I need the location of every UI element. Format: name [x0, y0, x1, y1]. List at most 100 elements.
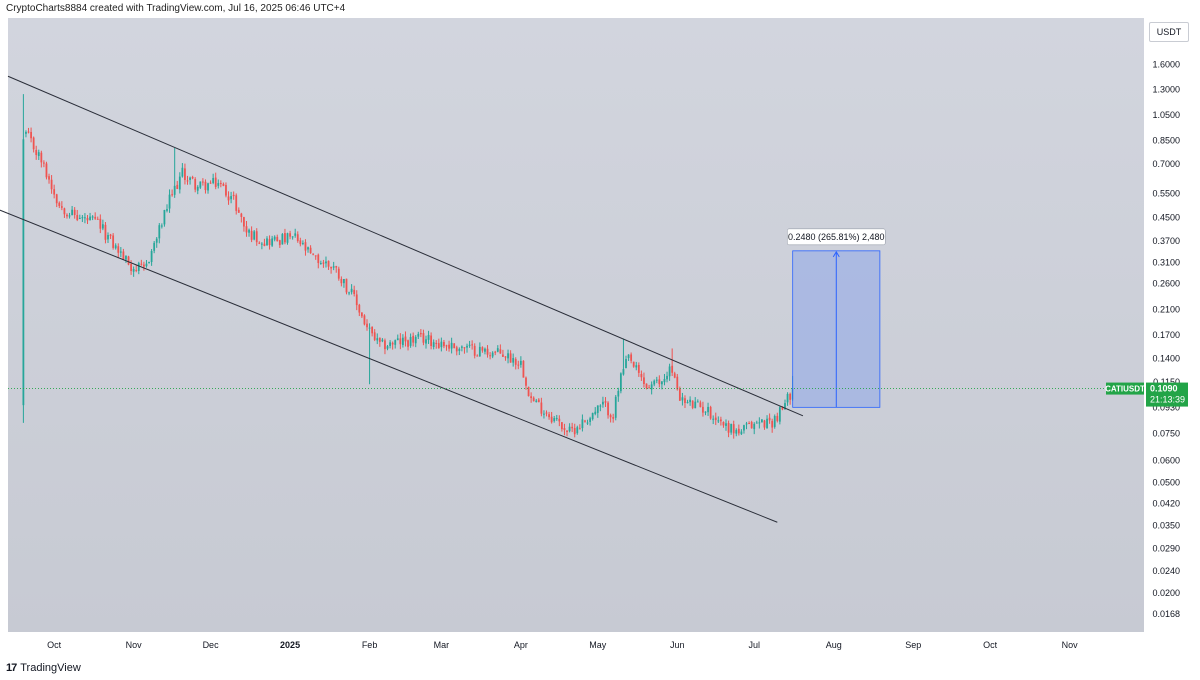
- tradingview-logo[interactable]: 17 TradingView: [6, 660, 81, 676]
- tradingview-logo-icon: 17: [6, 662, 17, 674]
- candle-body: [502, 354, 504, 357]
- x-tick-label: 2025: [280, 640, 300, 650]
- candle-body: [25, 131, 27, 134]
- candle-body: [640, 373, 643, 378]
- candle-body: [155, 238, 158, 243]
- candle-body: [101, 224, 104, 229]
- y-tick-label: 0.0500: [1152, 478, 1180, 488]
- candle-body: [645, 383, 648, 389]
- candle-body: [286, 233, 289, 243]
- candle-body: [276, 236, 279, 242]
- candle-body: [199, 181, 202, 188]
- candle-body: [673, 373, 676, 378]
- candle-body: [191, 176, 194, 179]
- candle-body: [589, 418, 592, 422]
- candle-body: [417, 333, 420, 337]
- candle-body: [555, 418, 558, 420]
- candle-body: [407, 340, 409, 347]
- candle-body: [30, 131, 32, 139]
- candle-body: [263, 243, 266, 246]
- candle-body: [573, 428, 576, 435]
- candle-body: [630, 354, 633, 361]
- candle-body: [458, 348, 461, 351]
- countdown-label: 21:13:39: [1150, 395, 1185, 405]
- candle-body: [778, 407, 781, 422]
- candle-body: [112, 235, 115, 248]
- candle-body: [27, 131, 30, 133]
- currency-selector[interactable]: USDT: [1149, 22, 1189, 42]
- candle-body: [96, 218, 99, 220]
- candle-body: [658, 379, 661, 385]
- candle-body: [637, 364, 640, 373]
- candle-body: [753, 423, 756, 430]
- candle-body: [58, 202, 61, 206]
- candle-body: [548, 414, 550, 418]
- candle-body: [125, 255, 127, 260]
- candle-body: [68, 215, 71, 217]
- candle-body: [748, 423, 750, 425]
- candle-body: [237, 209, 240, 213]
- candle-body: [532, 397, 535, 402]
- candle-body: [240, 213, 243, 217]
- y-tick-label: 0.0600: [1152, 456, 1180, 466]
- candle-body: [184, 168, 186, 181]
- candle-body: [381, 339, 384, 342]
- candle-body: [43, 162, 45, 164]
- candle-body: [607, 402, 609, 416]
- candle-body: [135, 269, 138, 271]
- y-tick-label: 1.0500: [1152, 110, 1180, 120]
- candle-body: [476, 355, 479, 357]
- candle-body: [512, 358, 515, 363]
- candle-body: [691, 400, 694, 408]
- candle-body: [281, 234, 284, 245]
- candle-body: [309, 247, 312, 254]
- candle-body: [612, 417, 615, 419]
- plot-background: [8, 18, 1144, 632]
- candle-body: [143, 264, 145, 267]
- candle-body: [481, 347, 484, 351]
- measure-label-box: [786, 228, 886, 246]
- candle-body: [425, 339, 427, 344]
- candle-body: [709, 406, 712, 419]
- candle-body: [60, 206, 63, 208]
- y-tick-label: 0.5500: [1152, 188, 1180, 198]
- candle-body: [196, 186, 199, 191]
- channel-line-upper: [7, 75, 804, 417]
- candle-body: [671, 365, 674, 373]
- candle-body: [766, 418, 768, 429]
- candle-body: [586, 422, 589, 424]
- candle-body: [368, 327, 371, 329]
- candle-body: [514, 359, 517, 365]
- candle-body: [355, 294, 358, 306]
- header-text: CryptoCharts8884 created with TradingVie…: [6, 3, 346, 14]
- candle-body: [384, 340, 386, 350]
- candle-body: [168, 194, 171, 209]
- x-tick-label: Nov: [1062, 640, 1079, 650]
- y-tick-label: 0.1150: [1153, 377, 1180, 387]
- candle-body: [337, 268, 340, 279]
- candle-body: [345, 278, 348, 293]
- measure-label: 0.2480 (265.81%) 2,480: [788, 232, 885, 242]
- candle-body: [507, 353, 509, 359]
- tradingview-brand-label: TradingView: [20, 662, 81, 674]
- candle-body: [473, 345, 476, 356]
- y-tick-label: 0.3100: [1152, 257, 1180, 267]
- candle-body: [681, 397, 684, 401]
- candle-body: [714, 417, 717, 421]
- candle-body: [771, 420, 774, 428]
- candle-body: [37, 152, 40, 156]
- candle-body: [99, 218, 102, 229]
- candle-body: [484, 348, 486, 352]
- symbol-tag: [1106, 382, 1144, 395]
- candle-body: [132, 268, 135, 272]
- x-tick-label: Jun: [670, 640, 685, 650]
- candle-body: [527, 386, 530, 397]
- y-tick-label: 0.8500: [1152, 136, 1180, 146]
- candle-body: [22, 139, 25, 406]
- candle-body: [496, 348, 499, 352]
- candle-body: [545, 412, 548, 414]
- candle-body: [145, 263, 148, 267]
- candle-body: [768, 417, 771, 421]
- candle-body: [207, 183, 209, 191]
